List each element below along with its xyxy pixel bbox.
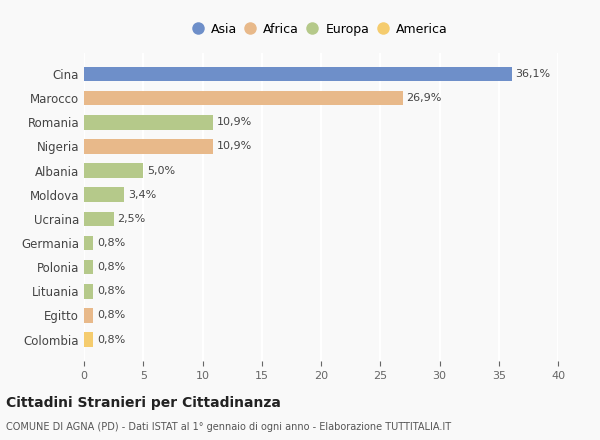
Text: 10,9%: 10,9% xyxy=(217,117,252,127)
Bar xyxy=(84,163,143,178)
Text: 0,8%: 0,8% xyxy=(97,262,125,272)
Text: 36,1%: 36,1% xyxy=(515,69,550,79)
Text: Cittadini Stranieri per Cittadinanza: Cittadini Stranieri per Cittadinanza xyxy=(6,396,281,410)
Text: 0,8%: 0,8% xyxy=(97,238,125,248)
Bar xyxy=(84,139,213,154)
Text: 3,4%: 3,4% xyxy=(128,190,156,200)
Text: 2,5%: 2,5% xyxy=(117,214,145,224)
Bar xyxy=(84,67,512,81)
Text: 10,9%: 10,9% xyxy=(217,141,252,151)
Bar xyxy=(84,332,94,347)
Bar xyxy=(84,308,94,323)
Text: 0,8%: 0,8% xyxy=(97,286,125,296)
Bar xyxy=(84,236,94,250)
Bar xyxy=(84,284,94,298)
Text: COMUNE DI AGNA (PD) - Dati ISTAT al 1° gennaio di ogni anno - Elaborazione TUTTI: COMUNE DI AGNA (PD) - Dati ISTAT al 1° g… xyxy=(6,422,451,433)
Bar xyxy=(84,187,124,202)
Bar xyxy=(84,115,213,129)
Text: 0,8%: 0,8% xyxy=(97,311,125,320)
Bar xyxy=(84,91,403,106)
Text: 5,0%: 5,0% xyxy=(147,165,175,176)
Bar xyxy=(84,260,94,275)
Bar xyxy=(84,212,113,226)
Text: 26,9%: 26,9% xyxy=(406,93,442,103)
Text: 0,8%: 0,8% xyxy=(97,334,125,345)
Legend: Asia, Africa, Europa, America: Asia, Africa, Europa, America xyxy=(191,19,451,40)
